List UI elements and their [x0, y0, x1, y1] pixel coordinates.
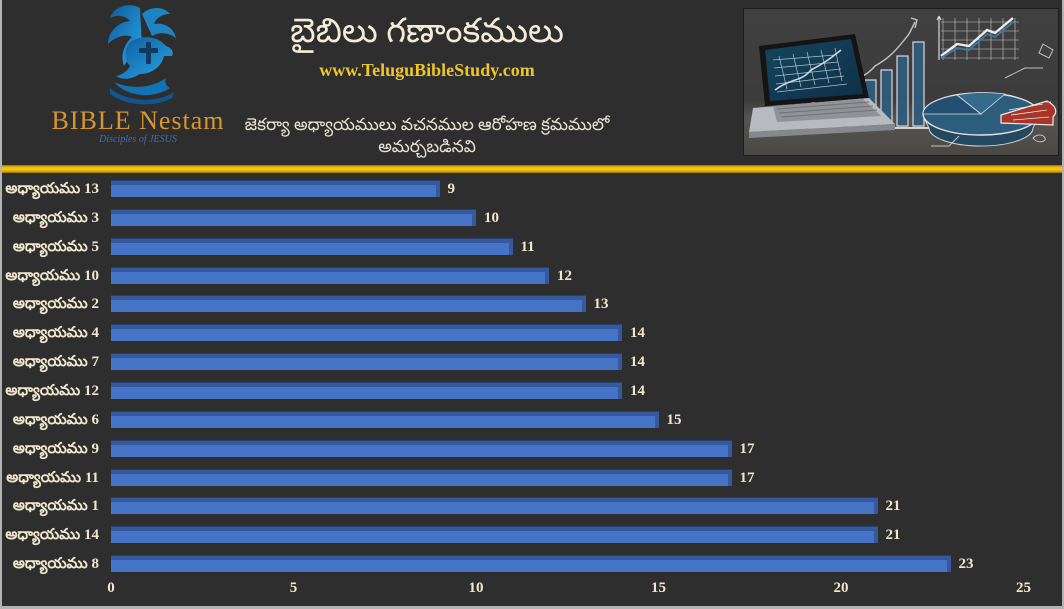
logo-tagline: Disciples of JESUS — [99, 134, 177, 145]
category-label: అధ్యాయము 8 — [12, 556, 99, 573]
value-label: 17 — [739, 440, 755, 457]
bar — [111, 468, 732, 486]
category-label: అధ్యాయము 7 — [12, 354, 99, 371]
category-label: అధ్యాయము 4 — [12, 325, 99, 342]
x-tick-label: 0 — [107, 580, 115, 596]
chart-subtitle: జెకర్యా అధ్యాయములు వచనముల ఆరోహణ క్రమములో… — [244, 115, 610, 156]
value-label: 14 — [630, 382, 645, 399]
x-tick-label: 20 — [833, 580, 849, 596]
bar — [111, 497, 878, 515]
logo-name: BIBLE Nestam — [51, 106, 225, 135]
value-label: 12 — [557, 267, 572, 284]
value-label: 21 — [885, 527, 901, 544]
dove-cross-hand-icon — [108, 5, 176, 105]
bar — [111, 324, 622, 342]
value-label: 14 — [630, 325, 645, 342]
bar — [111, 266, 549, 284]
bar — [111, 353, 622, 371]
x-tick-label: 5 — [289, 580, 298, 596]
value-label: 23 — [958, 556, 974, 573]
header: BIBLE Nestam Disciples of JESUS బైబిలు గ… — [2, 0, 1062, 165]
value-label: 17 — [739, 469, 755, 486]
value-label: 9 — [447, 181, 456, 197]
category-label: అధ్యాయము 11 — [6, 469, 99, 486]
bar — [111, 295, 586, 313]
bar — [111, 237, 513, 255]
category-label: అధ్యాయము 3 — [12, 209, 99, 226]
category-label: అధ్యాయము 14 — [5, 527, 99, 544]
category-label: అధ్యాయము 5 — [12, 238, 99, 255]
header-center: బైబిలు గణాంకములు www.TeluguBibleStudy.co… — [227, 8, 627, 158]
value-label: 14 — [630, 354, 645, 371]
bar — [111, 410, 659, 428]
page-title: బైబిలు గణాంకములు — [290, 13, 564, 50]
bar — [111, 381, 622, 399]
value-label: 15 — [666, 411, 682, 428]
category-label: అధ్యాయము 10 — [5, 267, 99, 284]
x-tick-label: 10 — [468, 580, 484, 596]
value-label: 21 — [885, 498, 901, 515]
x-tick-label: 15 — [651, 580, 666, 596]
bar — [111, 439, 732, 457]
category-label: అధ్యాయము 9 — [12, 440, 99, 457]
category-label: అధ్యాయము 6 — [12, 411, 99, 428]
x-tick-label: 25 — [1016, 580, 1031, 596]
value-label: 11 — [520, 238, 535, 255]
logo: BIBLE Nestam Disciples of JESUS — [38, 2, 238, 162]
value-label: 13 — [593, 296, 609, 313]
laptop-charts-photo — [743, 8, 1059, 156]
gold-divider — [2, 165, 1062, 173]
website-link[interactable]: www.TeluguBibleStudy.com — [319, 60, 535, 80]
bar — [111, 526, 878, 544]
bar — [111, 180, 440, 197]
value-label: 10 — [484, 209, 499, 226]
category-label: అధ్యాయము 1 — [12, 498, 99, 515]
category-label: అధ్యాయము 2 — [12, 296, 99, 313]
category-label: అధ్యాయము 12 — [5, 382, 99, 399]
bar — [111, 555, 951, 573]
bar — [111, 208, 476, 226]
category-label: అధ్యాయము 13 — [5, 181, 99, 197]
